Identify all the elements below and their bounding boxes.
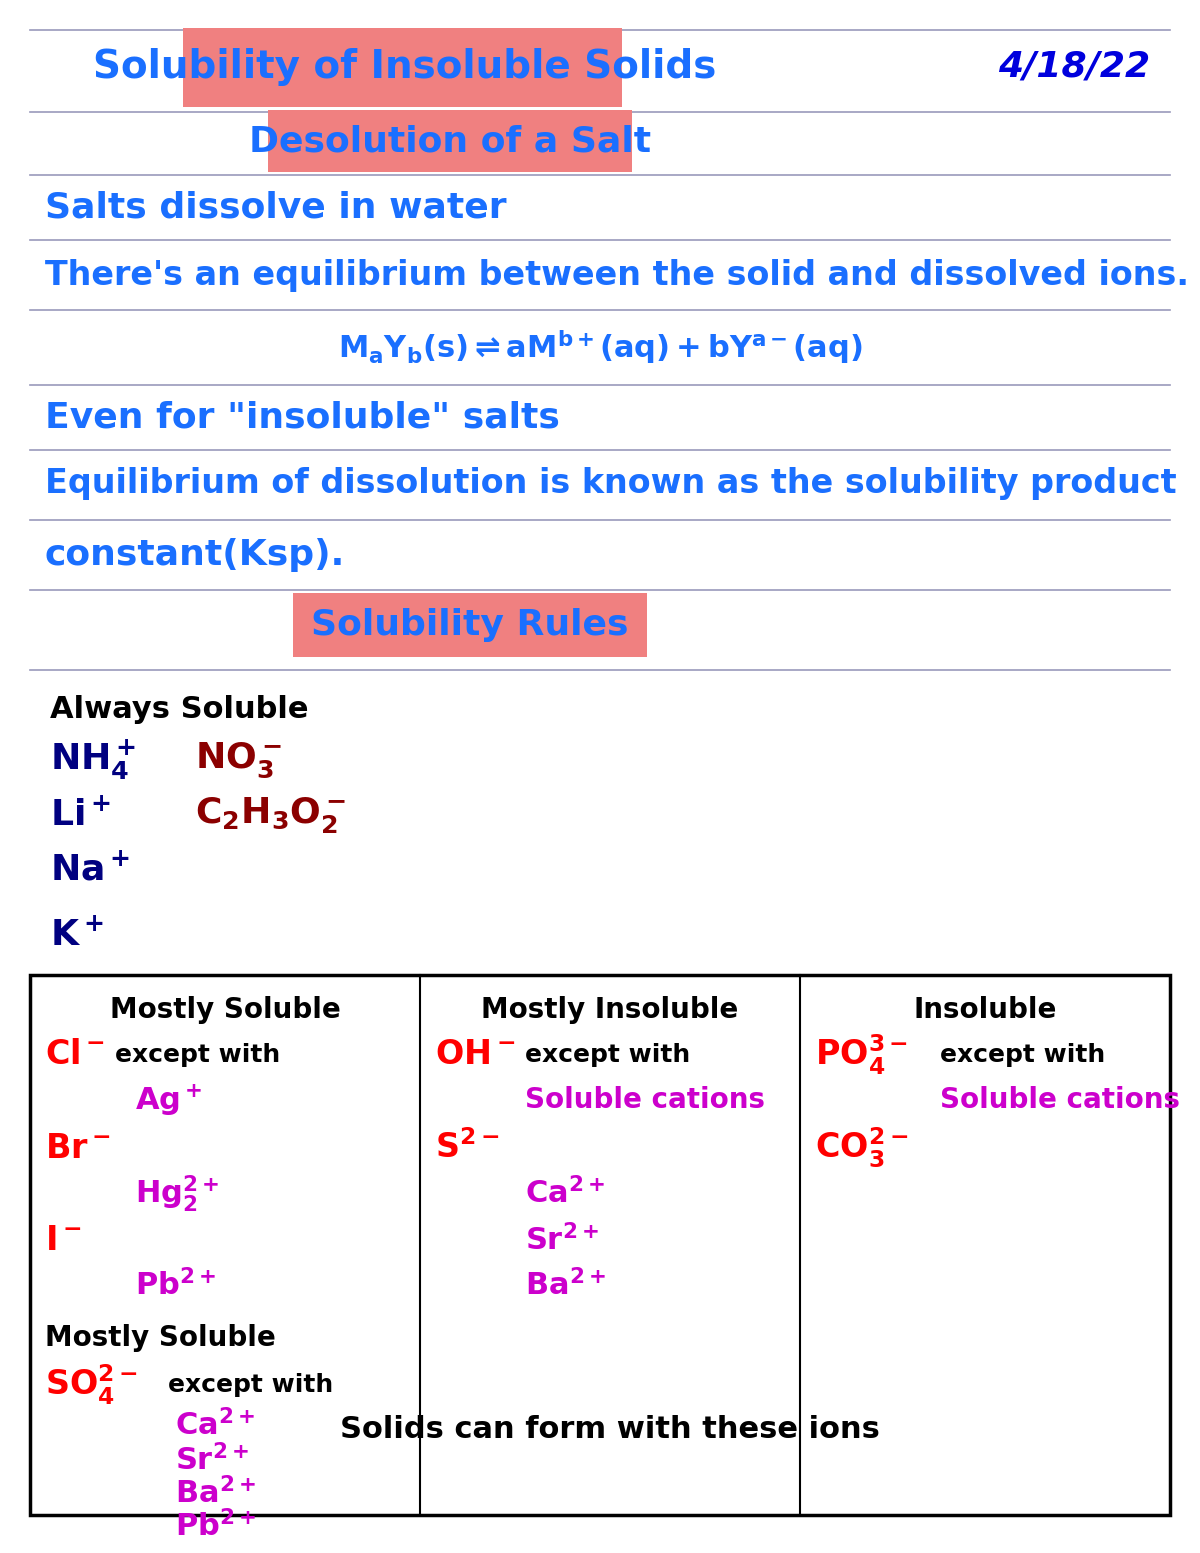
Text: Desolution of a Salt: Desolution of a Salt	[248, 124, 652, 158]
Text: $\mathbf{Pb^{2+}}$: $\mathbf{Pb^{2+}}$	[175, 1510, 256, 1542]
Text: $\mathbf{Br^-}$: $\mathbf{Br^-}$	[46, 1132, 110, 1165]
Text: $\mathbf{PO_4^{3-}}$: $\mathbf{PO_4^{3-}}$	[815, 1033, 908, 1078]
Text: $\mathbf{SO_4^{2-}}$: $\mathbf{SO_4^{2-}}$	[46, 1364, 138, 1407]
Text: $\mathbf{S^{2-}}$: $\mathbf{S^{2-}}$	[436, 1131, 499, 1165]
Text: $\mathbf{Na^+}$: $\mathbf{Na^+}$	[50, 853, 131, 887]
Text: $\mathbf{Sr^{2+}}$: $\mathbf{Sr^{2+}}$	[175, 1444, 248, 1477]
Text: $\mathbf{Ca^{2+}}$: $\mathbf{Ca^{2+}}$	[175, 1409, 254, 1441]
Text: $\mathbf{Ba^{2+}}$: $\mathbf{Ba^{2+}}$	[175, 1477, 256, 1510]
Text: Solids can form with these ions: Solids can form with these ions	[340, 1415, 880, 1444]
Text: Salts dissolve in water: Salts dissolve in water	[46, 189, 506, 224]
FancyBboxPatch shape	[293, 593, 647, 657]
Text: $\mathbf{NO_3^-}$: $\mathbf{NO_3^-}$	[194, 741, 282, 780]
Text: $\mathbf{Sr^{2+}}$: $\mathbf{Sr^{2+}}$	[526, 1224, 599, 1256]
Text: $\mathbf{K^+}$: $\mathbf{K^+}$	[50, 918, 103, 952]
Text: except with: except with	[526, 1044, 690, 1067]
Text: Solubility Rules: Solubility Rules	[311, 609, 629, 641]
Text: $\mathbf{Hg_2^{2+}}$: $\mathbf{Hg_2^{2+}}$	[134, 1173, 220, 1213]
Text: $\mathbf{C_2H_3O_2^-}$: $\mathbf{C_2H_3O_2^-}$	[194, 795, 346, 836]
Text: Soluble cations: Soluble cations	[526, 1086, 766, 1114]
Text: $\mathbf{Ag^+}$: $\mathbf{Ag^+}$	[134, 1082, 203, 1118]
Text: Mostly Insoluble: Mostly Insoluble	[481, 995, 739, 1023]
FancyBboxPatch shape	[182, 28, 622, 107]
FancyBboxPatch shape	[268, 110, 632, 172]
Text: $\mathbf{Li^+}$: $\mathbf{Li^+}$	[50, 798, 112, 832]
Text: Equilibrium of dissolution is known as the solubility product: Equilibrium of dissolution is known as t…	[46, 466, 1177, 500]
Text: Always Soluble: Always Soluble	[50, 696, 308, 725]
FancyBboxPatch shape	[30, 975, 1170, 1516]
Text: $\mathbf{Cl^-}$: $\mathbf{Cl^-}$	[46, 1039, 104, 1072]
Text: Insoluble: Insoluble	[913, 995, 1057, 1023]
Text: except with: except with	[115, 1044, 281, 1067]
Text: $\mathbf{NH_4^+}$: $\mathbf{NH_4^+}$	[50, 738, 136, 783]
Text: constant(Ksp).: constant(Ksp).	[46, 537, 346, 572]
Text: Mostly Soluble: Mostly Soluble	[109, 995, 341, 1023]
Text: $\mathbf{CO_3^{2-}}$: $\mathbf{CO_3^{2-}}$	[815, 1126, 908, 1169]
Text: There's an equilibrium between the solid and dissolved ions.: There's an equilibrium between the solid…	[46, 258, 1189, 292]
Text: $\mathbf{Pb^{2+}}$: $\mathbf{Pb^{2+}}$	[134, 1269, 216, 1301]
Text: $\mathbf{M_aY_b(s) \rightleftharpoons aM^{b+}(aq) + bY^{a-}(aq)}$: $\mathbf{M_aY_b(s) \rightleftharpoons aM…	[337, 328, 863, 367]
Text: $\mathbf{I^-}$: $\mathbf{I^-}$	[46, 1224, 82, 1256]
Text: except with: except with	[940, 1044, 1105, 1067]
Text: except with: except with	[168, 1373, 334, 1398]
Text: $\mathbf{Ba^{2+}}$: $\mathbf{Ba^{2+}}$	[526, 1269, 606, 1301]
Text: $\mathbf{Ca^{2+}}$: $\mathbf{Ca^{2+}}$	[526, 1177, 605, 1210]
Text: $\mathbf{OH^-}$: $\mathbf{OH^-}$	[436, 1039, 515, 1072]
Text: Mostly Soluble: Mostly Soluble	[46, 1325, 276, 1353]
Text: Solubility of Insoluble Solids: Solubility of Insoluble Solids	[94, 48, 716, 85]
Text: 4/18/22: 4/18/22	[998, 50, 1150, 84]
Text: Even for "insoluble" salts: Even for "insoluble" salts	[46, 401, 560, 433]
Text: Soluble cations: Soluble cations	[940, 1086, 1180, 1114]
